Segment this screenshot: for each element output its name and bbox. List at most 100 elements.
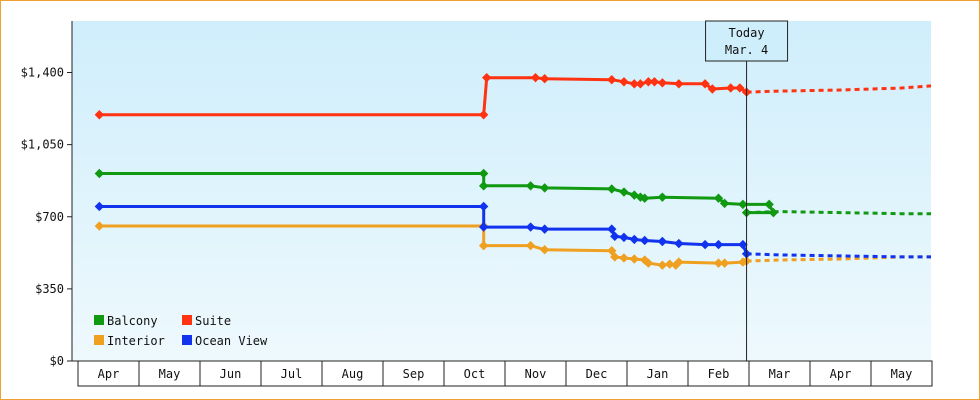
data-point [525,222,536,232]
legend-swatch [94,335,104,345]
month-label: Feb [708,367,730,381]
data-point [713,258,724,268]
data-point [478,222,489,232]
data-point [478,168,489,179]
data-point [657,192,668,202]
data-point [539,73,550,84]
data-point [725,83,736,93]
data-point [657,236,668,247]
data-point [768,207,779,218]
y-axis: $0 $350 $700 $1,050 $1,400 [21,21,73,368]
data-point [525,181,536,191]
month-label: May [891,367,913,381]
forecast-line [746,84,932,94]
data-point [643,77,654,87]
month-label: Jan [647,367,669,381]
data-point [629,234,640,245]
data-point [619,253,629,263]
y-tick-label: $1,050 [21,138,64,152]
data-point [629,254,640,264]
data-point [607,246,617,256]
data-point [635,79,646,89]
data-point [525,240,536,251]
data-point [539,245,550,255]
data-point [674,257,684,267]
series-suite [94,72,932,120]
month-label: Jul [281,367,303,381]
data-point [764,199,774,210]
today-date: Mar. 4 [725,43,768,57]
data-point [94,168,105,179]
data-point [738,239,748,250]
legend-swatch [182,315,192,325]
y-tick-label: $700 [35,210,64,224]
data-point [478,110,489,120]
data-point [719,258,730,268]
month-cell [138,360,201,387]
data-point [610,231,620,242]
month-cell [199,360,262,387]
forecast-line [746,252,931,259]
series-line [99,205,748,255]
month-label: Aug [342,367,364,381]
data-point [478,201,489,212]
series-interior [94,221,931,270]
month-cell [870,360,933,387]
data-point [94,201,105,212]
data-point [700,239,710,250]
data-point [707,84,718,94]
data-point [530,72,541,83]
data-point [610,252,620,262]
month-label: May [159,367,181,381]
month-label: Dec [586,367,608,381]
month-cell [687,360,750,387]
data-point [94,110,105,120]
y-tick-label: $350 [35,282,64,296]
y-tick-label: $0 [50,354,64,368]
data-point [539,183,550,193]
forecast-line [746,255,931,263]
data-point [643,258,654,268]
data-point [478,240,489,251]
today-marker: Today Mar. 4 [705,20,789,361]
month-cell [260,360,323,387]
data-point [639,235,650,246]
month-label: Nov [525,367,547,381]
data-point [738,199,748,210]
data-point [619,232,629,243]
month-cell [565,360,628,387]
data-point [719,198,730,209]
month-label: Mar [769,367,791,381]
month-cell [382,360,445,387]
legend: Balcony Suite Interior Ocean View [94,314,268,348]
month-label: Apr [830,367,852,381]
month-label: Sep [403,367,425,381]
data-point [649,77,660,87]
data-point [657,260,668,270]
data-point [700,79,710,89]
legend-label: Balcony [107,314,158,328]
legend-label: Suite [195,314,231,328]
month-label: Oct [464,367,486,381]
forecast-line [746,210,931,216]
data-point [639,193,650,203]
month-cell [77,360,140,387]
data-point [607,75,617,85]
data-point [674,238,684,249]
data-point [713,239,724,250]
data-point [607,224,617,234]
data-point [713,193,724,203]
month-cell [321,360,384,387]
series-layer [94,72,932,270]
data-point [619,187,629,197]
data-point [94,221,105,231]
legend-swatch [182,335,192,345]
y-tick-label: $1,400 [21,66,64,80]
plot-area [72,21,931,361]
data-point [539,224,550,234]
data-point [619,77,629,87]
today-box [705,20,789,62]
data-point [478,181,489,191]
